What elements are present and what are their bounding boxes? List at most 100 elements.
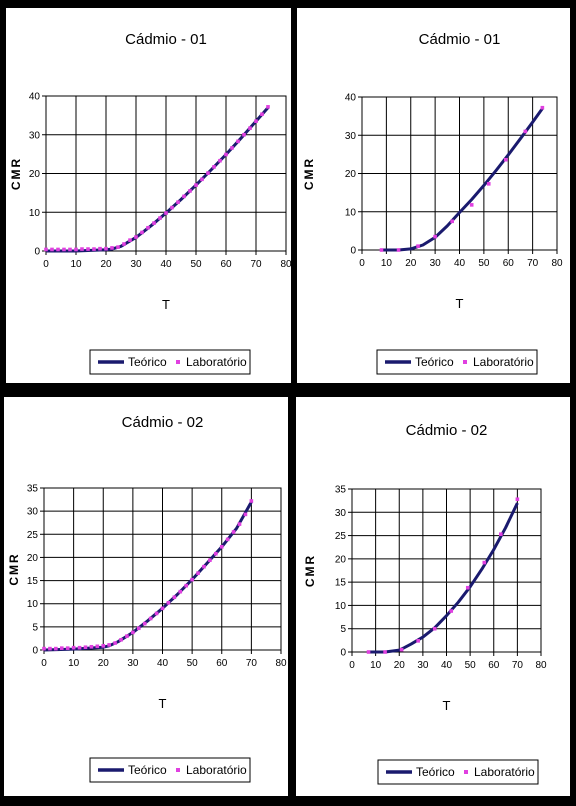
data-point-laboratorio [208,558,212,563]
legend-label-teorico: Teórico [415,355,454,369]
data-point-laboratorio [50,247,54,252]
data-point-laboratorio [383,650,387,654]
x-tick-label: 0 [349,660,355,671]
data-point-laboratorio [249,499,254,503]
data-point-laboratorio [196,571,200,575]
data-point-laboratorio [110,246,114,250]
x-axis-label: T [443,698,451,713]
y-tick-label: 30 [335,508,347,519]
x-tick-label: 0 [41,658,47,669]
x-tick-label: 70 [512,660,524,671]
y-axis-label: CMR [7,552,21,585]
data-point-laboratorio [104,246,108,251]
y-tick-label: 15 [335,578,347,589]
data-point-laboratorio [486,182,491,186]
x-tick-label: 60 [488,660,500,671]
data-point-laboratorio [176,200,180,204]
x-tick-label: 30 [417,660,429,671]
data-point-laboratorio [366,650,371,654]
data-point-laboratorio [206,171,210,175]
y-tick-label: 5 [340,624,346,635]
data-point-laboratorio [243,512,248,517]
data-point-laboratorio [482,560,487,565]
data-point-laboratorio [48,646,52,651]
data-point-laboratorio [154,611,159,616]
data-point-laboratorio [184,583,188,588]
data-point-laboratorio [170,205,174,210]
chart-title: Cádmio - 02 [406,422,488,439]
data-point-laboratorio [131,630,135,635]
data-point-laboratorio [432,626,437,631]
data-point-laboratorio [42,646,46,651]
chart-svg: Cádmio - 02 0 5 10 15 20 25 30 35 0 10 20 30 40 50 60 70… [7,414,287,783]
data-point-laboratorio [128,238,132,242]
y-axis-label: CMR [302,157,316,190]
x-tick-label: 60 [216,658,228,669]
y-tick-label: 20 [29,169,41,180]
x-tick-label: 10 [381,258,393,269]
x-tick-label: 20 [405,258,417,269]
y-tick-label: 5 [32,622,38,633]
data-point-laboratorio [134,235,138,239]
data-point-laboratorio [254,119,258,123]
data-point-laboratorio [202,564,206,569]
y-tick-label: 40 [345,93,357,104]
data-point-laboratorio [449,609,454,613]
y-tick-label: 0 [34,247,40,258]
data-point-laboratorio [248,126,252,130]
x-tick-label: 60 [220,259,232,270]
x-tick-label: 0 [359,258,365,269]
x-tick-label: 80 [551,258,563,269]
x-tick-label: 20 [98,658,110,669]
data-point-laboratorio [396,248,401,252]
legend-label-teorico: Teórico [128,355,167,369]
data-point-laboratorio [166,600,171,605]
y-tick-label: 10 [345,207,357,218]
data-point-laboratorio [89,644,94,649]
chart-title: Cádmio - 02 [122,414,204,431]
legend-point-swatch [176,360,180,364]
data-point-laboratorio [83,645,88,650]
legend-point-swatch [463,360,467,364]
data-point-laboratorio [107,643,111,647]
data-point-laboratorio [62,247,66,252]
data-point-laboratorio [188,189,192,193]
chart-svg: Cádmio - 01 0 10 20 30 40 0 10 20 30 40 50 60 70 80 CMR… [302,31,563,375]
y-tick-label: 10 [27,599,39,610]
data-point-laboratorio [125,634,129,638]
legend-point-swatch [464,770,468,774]
y-tick-label: 10 [29,208,41,219]
y-tick-label: 20 [335,554,347,565]
x-tick-label: 40 [454,258,466,269]
x-axis-label: T [162,297,170,312]
data-point-laboratorio [200,177,204,182]
y-tick-label: 20 [345,169,357,180]
legend-label-laboratorio: Laboratório [474,765,535,779]
data-point-laboratorio [242,132,246,137]
data-point-laboratorio [92,247,96,251]
data-point-laboratorio [231,530,236,534]
y-tick-label: 30 [345,131,357,142]
chart-svg: Cádmio - 02 0 5 10 15 20 25 30 35 0 10 20 30 40 50 60 70… [303,422,547,785]
x-tick-label: 80 [535,660,547,671]
data-point-laboratorio [137,626,141,631]
data-point-laboratorio [450,219,454,224]
x-tick-label: 20 [394,660,406,671]
data-point-laboratorio [77,645,82,650]
x-tick-label: 80 [275,658,287,669]
chart-title: Cádmio - 01 [125,31,207,48]
x-tick-label: 20 [100,259,112,270]
data-point-laboratorio [433,234,437,239]
y-tick-label: 10 [335,601,347,612]
data-point-laboratorio [379,248,384,252]
data-point-laboratorio [68,247,72,252]
y-tick-label: 25 [27,530,39,541]
data-point-laboratorio [218,158,222,163]
chart-svg: Cádmio - 01 0 10 20 30 40 0 10 20 30 40 50 60 70 80 CMR… [9,31,291,375]
legend-label-teorico: Teórico [416,765,455,779]
data-point-laboratorio [540,105,545,110]
data-point-laboratorio [469,203,474,207]
x-tick-label: 10 [70,259,82,270]
data-point-laboratorio [515,497,520,502]
